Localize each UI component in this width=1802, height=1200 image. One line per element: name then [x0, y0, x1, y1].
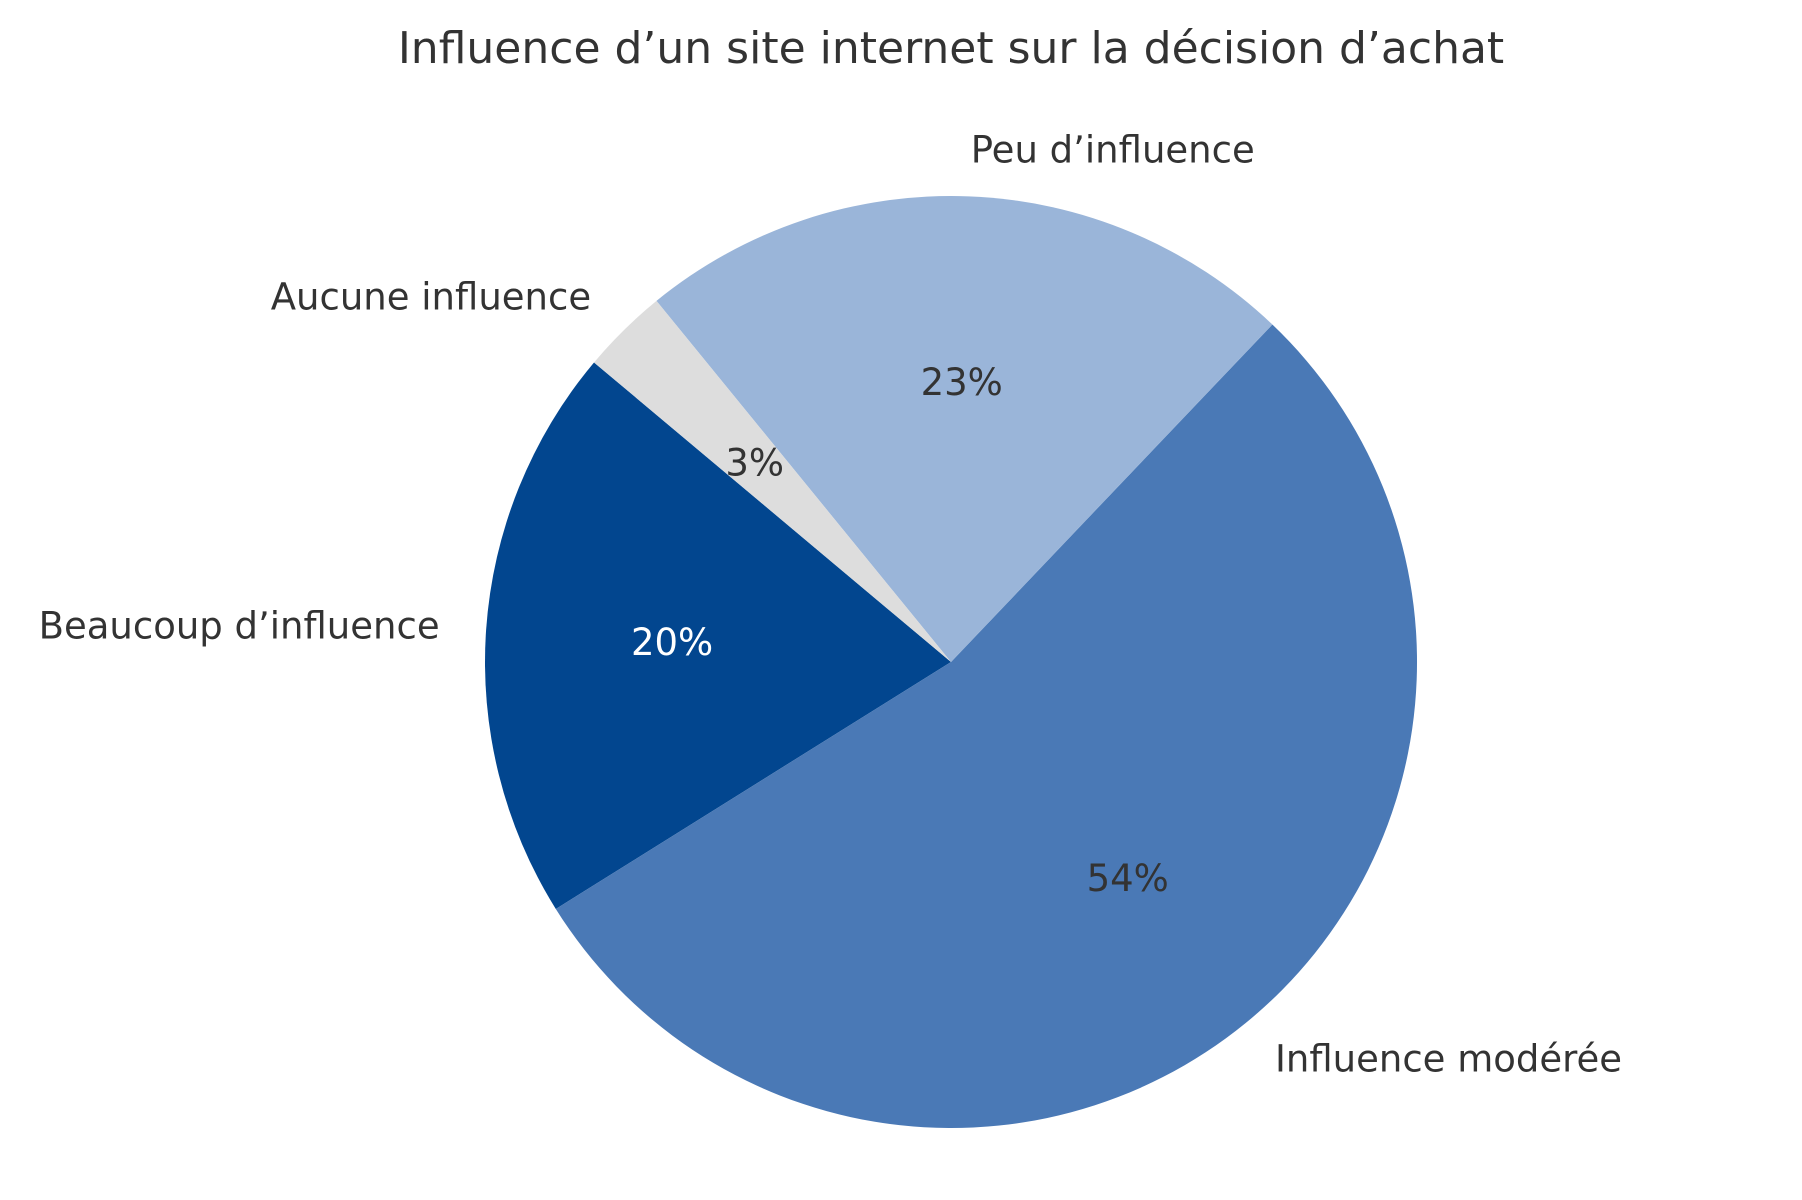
pie-labels: 20% Beaucoup d’influence 54% Influence modé… — [39, 128, 1622, 1080]
pie-slices — [484, 196, 1418, 1129]
slice-percent-label: 3% — [725, 441, 784, 484]
slice-category-label: Influence modérée — [1275, 1038, 1622, 1081]
slice-percent-label: 23% — [921, 361, 1003, 404]
slice-category-label: Beaucoup d’influence — [39, 605, 440, 648]
slice-category-label: Aucune influence — [271, 276, 591, 319]
chart-title: Influence d’un site internet sur la déci… — [398, 23, 1504, 74]
pie-slice — [484, 362, 951, 909]
pie-slice — [555, 324, 1418, 1129]
slice-percent-label: 54% — [1087, 857, 1169, 900]
slice-category-label: Peu d’influence — [971, 128, 1255, 171]
pie-slice — [594, 300, 951, 662]
slice-percent-label: 20% — [631, 621, 713, 664]
pie-slice — [656, 196, 1273, 662]
